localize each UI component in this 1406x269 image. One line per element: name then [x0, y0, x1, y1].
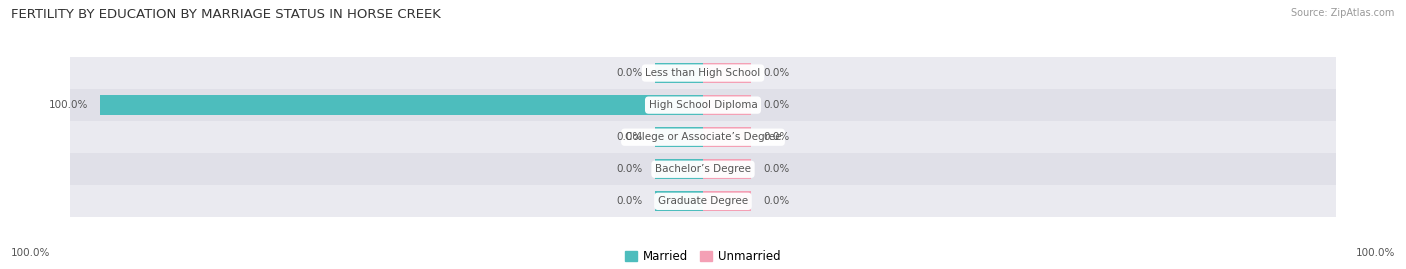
Text: 0.0%: 0.0% — [616, 196, 643, 206]
Bar — [41, 57, 1365, 89]
Text: 100.0%: 100.0% — [1355, 248, 1395, 258]
Text: College or Associate’s Degree: College or Associate’s Degree — [624, 132, 782, 142]
Text: 0.0%: 0.0% — [763, 68, 790, 78]
Legend: Married, Unmarried: Married, Unmarried — [620, 246, 786, 268]
Bar — [41, 89, 1365, 121]
Bar — [655, 192, 703, 211]
Text: 0.0%: 0.0% — [763, 132, 790, 142]
Text: 0.0%: 0.0% — [616, 68, 643, 78]
Text: 0.0%: 0.0% — [616, 164, 643, 174]
Text: 0.0%: 0.0% — [763, 100, 790, 110]
Bar — [703, 63, 751, 83]
Bar — [655, 63, 703, 83]
Bar — [655, 127, 703, 147]
Bar — [703, 159, 751, 179]
Bar — [655, 159, 703, 179]
Text: 100.0%: 100.0% — [11, 248, 51, 258]
Bar — [100, 95, 703, 115]
Text: FERTILITY BY EDUCATION BY MARRIAGE STATUS IN HORSE CREEK: FERTILITY BY EDUCATION BY MARRIAGE STATU… — [11, 8, 441, 21]
Text: High School Diploma: High School Diploma — [648, 100, 758, 110]
Text: Graduate Degree: Graduate Degree — [658, 196, 748, 206]
Bar — [41, 153, 1365, 185]
Text: 0.0%: 0.0% — [763, 196, 790, 206]
Bar — [41, 185, 1365, 217]
Text: Bachelor’s Degree: Bachelor’s Degree — [655, 164, 751, 174]
Bar — [703, 192, 751, 211]
Text: Less than High School: Less than High School — [645, 68, 761, 78]
Bar — [41, 121, 1365, 153]
Bar — [703, 95, 751, 115]
Text: Source: ZipAtlas.com: Source: ZipAtlas.com — [1291, 8, 1395, 18]
Text: 100.0%: 100.0% — [49, 100, 89, 110]
Text: 0.0%: 0.0% — [616, 132, 643, 142]
Bar — [703, 127, 751, 147]
Text: 0.0%: 0.0% — [763, 164, 790, 174]
